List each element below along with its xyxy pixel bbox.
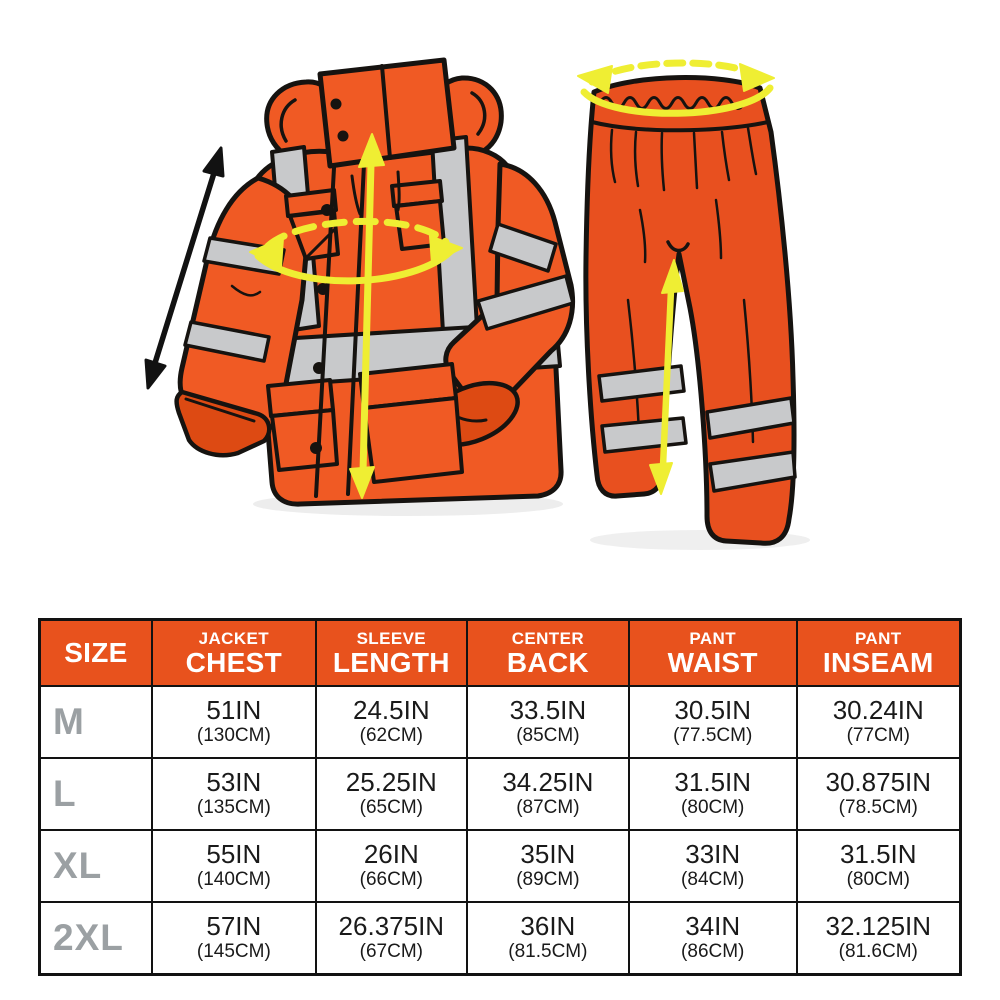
measurement-cell: 34IN (86CM) (627, 901, 798, 976)
measurement-cell: 53IN (135CM) (150, 757, 317, 831)
measurement-cell: 33.5IN (85CM) (465, 685, 630, 759)
measurement-cell: 30.875IN (78.5CM) (795, 757, 962, 831)
right-sleeve-band-upper (488, 222, 558, 273)
table-row-2xl: 2XL 57IN (145CM) 26.375IN (67CM) 36IN (8… (38, 901, 962, 976)
right-leg-band-upper (705, 396, 796, 440)
measurement-cell: 26IN (66CM) (314, 829, 468, 903)
measurement-cell: 31.5IN (80CM) (795, 829, 962, 903)
left-leg-band-upper (597, 364, 686, 403)
left-leg-band-lower (600, 416, 688, 454)
right-leg-band-lower (708, 450, 797, 493)
header-sleeve-length: SLEEVE LENGTH (314, 618, 468, 687)
waist-girth-ellipse (577, 59, 775, 117)
measurement-cell: 33IN (84CM) (627, 829, 798, 903)
header-size-label: SIZE (64, 636, 128, 668)
center-back-arrow (349, 133, 385, 499)
elastic-waistband (590, 96, 770, 192)
measurement-cell: 31.5IN (80CM) (627, 757, 798, 831)
header-center-back: CENTER BACK (465, 618, 630, 687)
lower-pocket-right (358, 362, 464, 484)
left-cuff (174, 389, 272, 458)
measurement-cell: 34.25IN (87CM) (465, 757, 630, 831)
table-header-row: SIZE JACKET CHEST SLEEVE LENGTH CENTER B… (38, 618, 962, 687)
size-label: XL (38, 829, 153, 903)
measurement-cell: 32.125IN (81.6CM) (795, 901, 962, 976)
measurement-cell: 24.5IN (62CM) (314, 685, 468, 759)
measurement-cell: 35IN (89CM) (465, 829, 630, 903)
right-sleeve-band-lower (476, 274, 575, 331)
measurement-cell: 25.25IN (65CM) (314, 757, 468, 831)
measurement-cell: 26.375IN (67CM) (314, 901, 468, 976)
jacket-buttons (310, 204, 333, 454)
header-size: SIZE (38, 618, 153, 687)
size-label: 2XL (38, 901, 153, 976)
chest-girth-ellipse (249, 217, 463, 285)
measurement-cell: 57IN (145CM) (150, 901, 317, 976)
table-row-xl: XL 55IN (140CM) 26IN (66CM) 35IN (89CM) … (38, 829, 962, 903)
measurement-cell: 30.5IN (77.5CM) (627, 685, 798, 759)
size-label: M (38, 685, 153, 759)
measurement-cell: 36IN (81.5CM) (465, 901, 630, 976)
size-table: SIZE JACKET CHEST SLEEVE LENGTH CENTER B… (38, 618, 962, 976)
header-jacket-chest: JACKET CHEST (150, 618, 317, 687)
sleeve-length-arrow (144, 146, 225, 390)
left-sleeve-band-lower (183, 320, 271, 363)
measurement-cell: 51IN (130CM) (150, 685, 317, 759)
inseam-arrow (649, 259, 684, 495)
measurement-cell: 55IN (140CM) (150, 829, 317, 903)
product-illustration (144, 57, 810, 550)
header-pant-waist: PANT WAIST (627, 618, 798, 687)
table-row-m: M 51IN (130CM) 24.5IN (62CM) 33.5IN (85C… (38, 685, 962, 759)
table-row-l: L 53IN (135CM) 25.25IN (65CM) 34.25IN (8… (38, 757, 962, 831)
hi-vis-rain-pants (583, 75, 797, 546)
size-label: L (38, 757, 153, 831)
measurement-cell: 30.24IN (77CM) (795, 685, 962, 759)
lower-pocket-left (266, 378, 339, 472)
header-pant-inseam: PANT INSEAM (795, 618, 962, 687)
